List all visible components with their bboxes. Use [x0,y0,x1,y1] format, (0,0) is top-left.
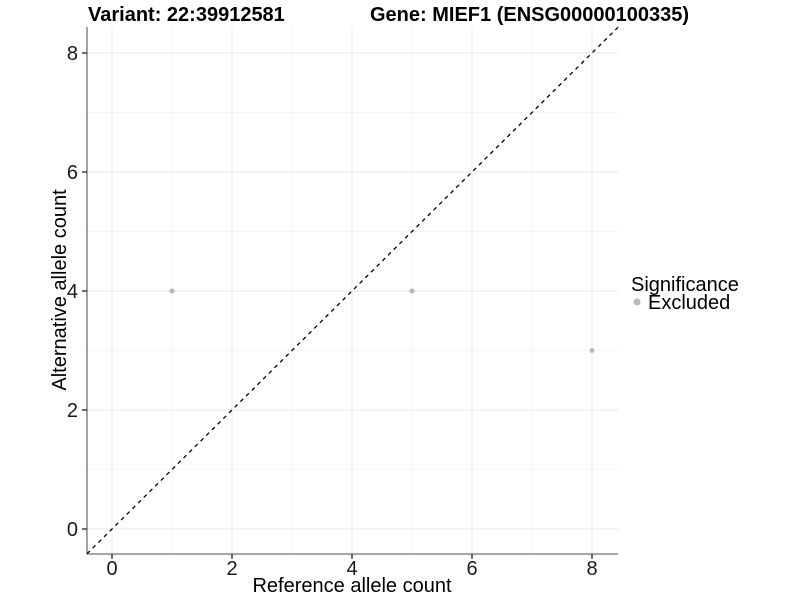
y-tick-label: 8 [67,43,78,65]
scatter-point [169,288,175,294]
plot-title-gene: Gene: MIEF1 (ENSG00000100335) [370,4,689,26]
scatter-point [589,348,595,353]
y-tick-label: 2 [67,400,78,422]
data-points [169,288,595,353]
legend: Significance Excluded [631,274,739,314]
plot-title-variant: Variant: 22:39912581 [88,4,285,26]
legend-entry-label: Excluded [648,292,730,314]
legend-title: Significance [631,274,739,296]
x-tick-label: 0 [106,558,117,580]
legend-key-excluded-dot [633,298,641,306]
y-tick-label: 0 [67,519,78,541]
x-tick-label: 6 [466,558,477,580]
tick-labels: 0 2 4 6 8 0 2 4 6 8 [67,43,598,580]
x-axis-title: Reference allele count [252,575,451,597]
y-tick-label: 6 [67,162,78,184]
tick-marks [82,52,593,559]
x-tick-label: 2 [226,558,237,580]
scatter-point [409,288,415,294]
gridlines-major [87,27,618,554]
y-axis-title: Alternative allele count [49,189,71,391]
x-tick-label: 8 [586,558,597,580]
y-tick-label: 4 [67,281,78,303]
x-tick-label: 4 [346,558,357,580]
